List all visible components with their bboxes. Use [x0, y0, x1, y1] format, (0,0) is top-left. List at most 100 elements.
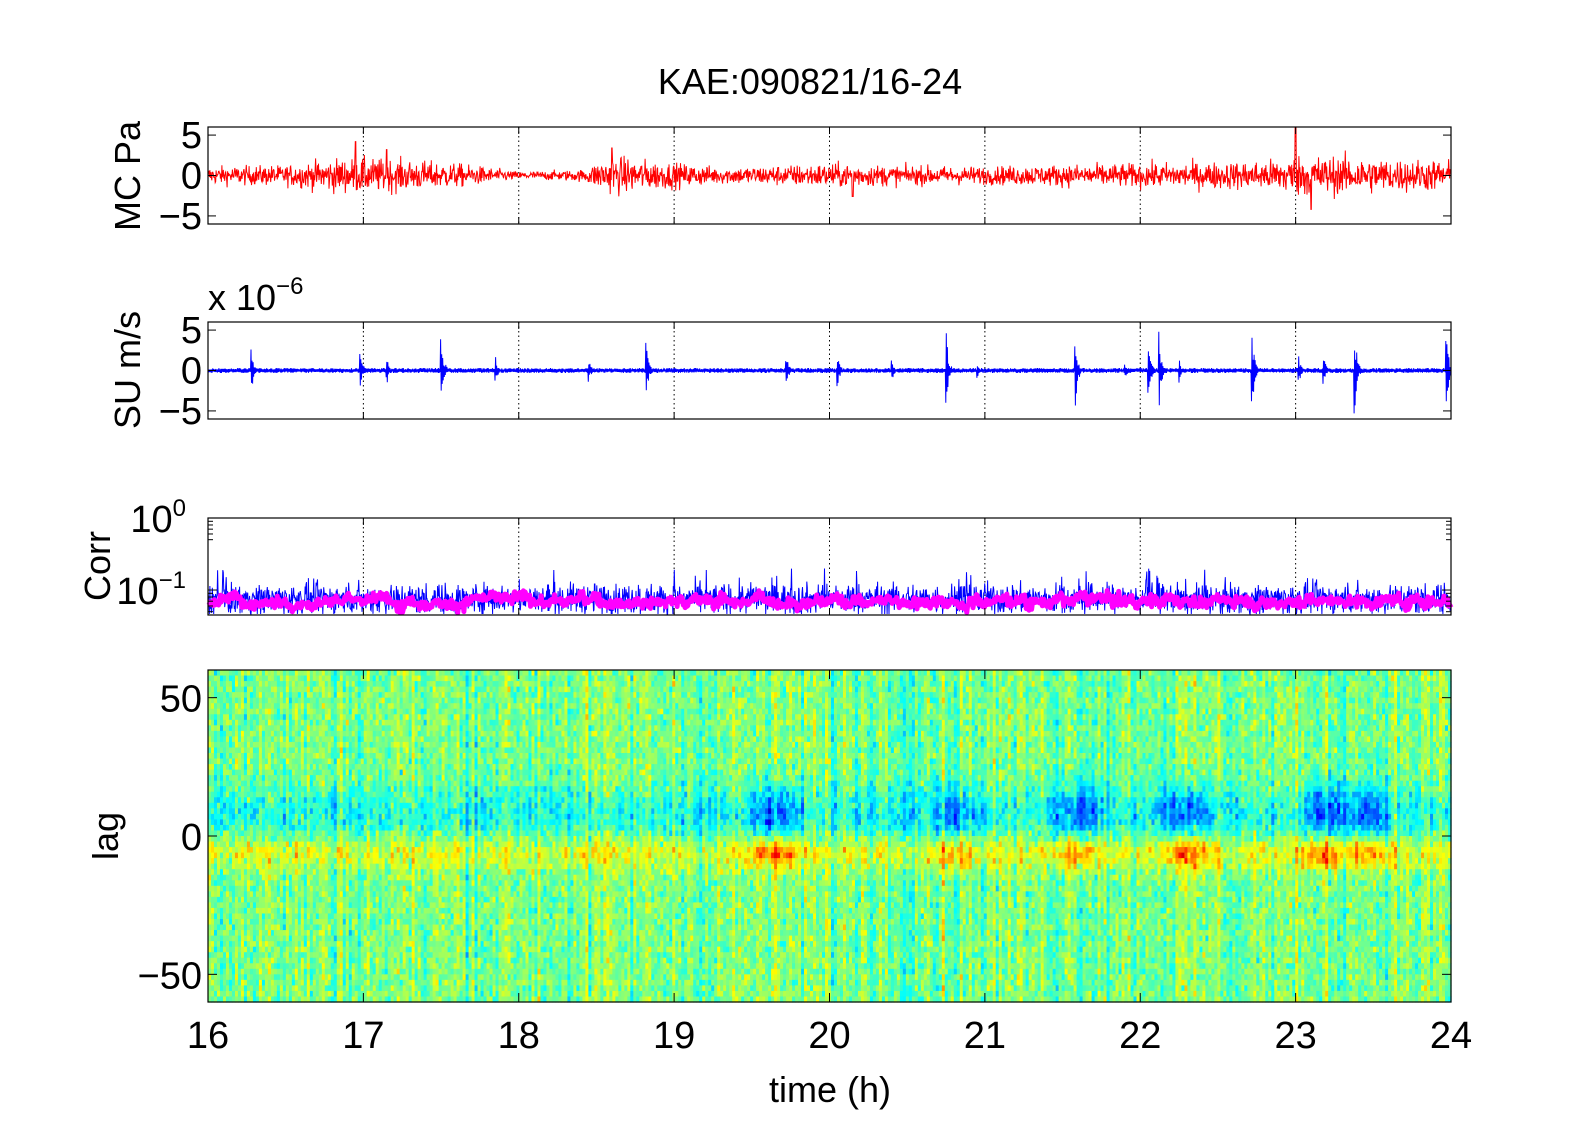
lag-heatmap-cell: [273, 919, 278, 926]
lag-heatmap-cell: [321, 996, 326, 1003]
lag-heatmap-cell: [351, 919, 356, 926]
lag-heatmap-cell: [327, 824, 332, 832]
lag-heatmap-cell: [312, 791, 317, 798]
lag-heatmap-cell: [375, 753, 380, 760]
lag-heatmap-cell: [327, 902, 332, 909]
lag-heatmap-cell: [208, 786, 212, 793]
lag-heatmap-cell: [318, 764, 323, 771]
lag-heatmap-cell: [276, 681, 281, 688]
lag-heatmap-cell: [243, 974, 248, 981]
lag-heatmap-cell: [375, 902, 380, 909]
lag-heatmap-cell: [285, 985, 290, 992]
lag-heatmap-cell: [240, 968, 245, 975]
lag-heatmap-cell: [318, 686, 323, 693]
lag-heatmap-cell: [249, 681, 254, 688]
lag-heatmap-cell: [211, 736, 215, 743]
lag-heatmap-cell: [372, 736, 377, 743]
lag-heatmap-cell: [312, 775, 317, 782]
lag-heatmap-cell: [208, 764, 212, 771]
lag-heatmap-cell: [342, 813, 347, 820]
lag-heatmap-cell: [208, 675, 212, 682]
lag-heatmap-cell: [324, 968, 329, 975]
lag-heatmap-cell: [234, 769, 239, 776]
lag-heatmap-cell: [327, 714, 332, 721]
lag-heatmap-cell: [261, 963, 266, 970]
lag-heatmap-cell: [375, 858, 380, 865]
lag-heatmap-cell: [348, 769, 353, 776]
lag-heatmap-cell: [258, 924, 263, 931]
lag-heatmap-cell: [231, 708, 236, 715]
lag-heatmap-cell: [234, 830, 239, 837]
lag-heatmap-cell: [309, 681, 314, 688]
lag-heatmap-cell: [249, 802, 254, 809]
lag-heatmap-cell: [306, 990, 311, 998]
lag-heatmap-cell: [255, 786, 260, 793]
lag-heatmap-cell: [234, 946, 239, 953]
lag-heatmap-cell: [333, 703, 338, 710]
lag-heatmap-cell: [309, 952, 314, 959]
lag-heatmap-cell: [273, 758, 278, 765]
lag-heatmap-cell: [267, 703, 272, 710]
lag-heatmap-cell: [222, 957, 227, 964]
lag-heatmap-cell: [336, 824, 341, 832]
lag-heatmap-cell: [208, 874, 212, 881]
lag-heatmap-cell: [297, 775, 302, 782]
lag-heatmap-cell: [366, 719, 371, 726]
lag-heatmap-cell: [273, 896, 278, 903]
lag-heatmap-cell: [222, 719, 227, 726]
lag-heatmap-cell: [285, 946, 290, 953]
lag-heatmap-cell: [309, 708, 314, 715]
lag-heatmap-cell: [276, 675, 281, 682]
lag-heatmap-cell: [237, 946, 242, 953]
lag-heatmap-cell: [246, 769, 251, 776]
lag-heatmap-cell: [357, 896, 362, 903]
lag-heatmap-cell: [345, 819, 350, 826]
lag-heatmap-cell: [211, 924, 215, 931]
lag-heatmap-cell: [213, 719, 218, 726]
lag-heatmap-cell: [366, 880, 371, 887]
lag-heatmap-cell: [258, 880, 263, 887]
lag-heatmap-cell: [225, 675, 230, 682]
lag-heatmap-cell: [300, 946, 305, 953]
lag-heatmap-cell: [252, 725, 257, 732]
lag-heatmap-cell: [339, 869, 344, 876]
lag-heatmap-cell: [336, 919, 341, 926]
lag-heatmap-cell: [300, 847, 305, 854]
lag-heatmap-cell: [216, 708, 221, 715]
lag-heatmap-cell: [297, 692, 302, 699]
lag-heatmap-cell: [345, 935, 350, 942]
lag-heatmap-cell: [258, 968, 263, 975]
lag-heatmap-cell: [360, 863, 365, 870]
lag-heatmap-cell: [375, 769, 380, 776]
lag-heatmap-cell: [306, 741, 311, 749]
lag-heatmap-cell: [240, 935, 245, 942]
lag-heatmap-cell: [300, 990, 305, 998]
lag-heatmap-cell: [333, 891, 338, 898]
lag-heatmap-cell: [279, 979, 284, 986]
lag-heatmap-cell: [252, 896, 257, 903]
lag-heatmap-cell: [327, 813, 332, 820]
lag-heatmap-cell: [243, 764, 248, 771]
lag-heatmap-cell: [219, 990, 224, 998]
lag-heatmap-cell: [300, 874, 305, 881]
lag-heatmap-cell: [234, 747, 239, 754]
lag-heatmap-cell: [255, 719, 260, 726]
lag-heatmap-cell: [300, 974, 305, 981]
lag-heatmap-cell: [270, 802, 275, 809]
lag-heatmap-cell: [369, 730, 374, 737]
lag-heatmap-cell: [336, 874, 341, 881]
lag-heatmap-cell: [222, 996, 227, 1003]
lag-heatmap-cell: [255, 703, 260, 710]
su-multiplier: x 10−6: [208, 273, 303, 318]
lag-heatmap-cell: [237, 741, 242, 749]
lag-heatmap-cell: [285, 824, 290, 832]
lag-heatmap-cell: [294, 797, 299, 804]
lag-heatmap-cell: [306, 974, 311, 981]
lag-heatmap-cell: [285, 769, 290, 776]
lag-heatmap-cell: [222, 764, 227, 771]
lag-heatmap-cell: [363, 985, 368, 992]
lag-heatmap-cell: [375, 692, 380, 699]
lag-heatmap-cell: [303, 941, 308, 948]
lag-heatmap-cell: [366, 824, 371, 832]
lag-heatmap-cell: [234, 775, 239, 782]
